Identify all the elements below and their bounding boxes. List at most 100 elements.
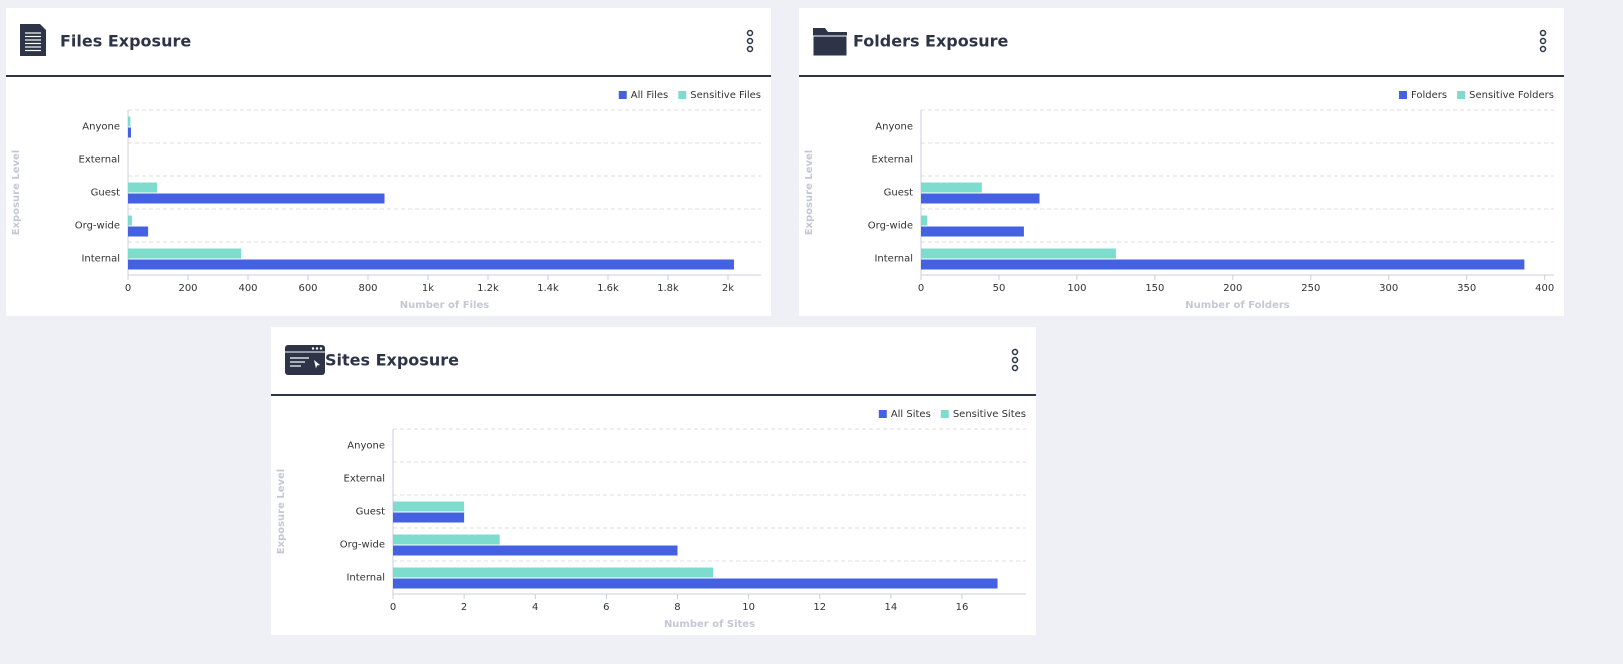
legend-swatch (1457, 91, 1466, 99)
legend-label: All Sites (891, 409, 931, 420)
card: Files Exposure 0 200 400 600 800 1k 1.2k 1.4k 1.6… (6, 8, 771, 316)
bar (128, 215, 132, 226)
x-tick-label: 200 (1223, 283, 1242, 294)
bar (128, 127, 131, 138)
x-tick-label: 250 (1301, 283, 1320, 294)
y-tick-label: Guest (91, 188, 120, 199)
x-tick-label: 0 (918, 283, 924, 294)
x-tick-label: 2k (722, 283, 734, 294)
bar (921, 259, 1525, 270)
x-tick-label: 4 (532, 602, 538, 613)
x-tick-label: 350 (1457, 283, 1476, 294)
x-tick-label: 400 (238, 283, 257, 294)
card-bg (799, 8, 1564, 316)
x-tick-label: 1.6k (597, 283, 619, 294)
y-axis-title: Exposure Level (11, 150, 22, 235)
menu-dot (1539, 37, 1547, 45)
x-tick-label: 12 (813, 602, 826, 613)
legend-label: Sensitive Folders (1469, 90, 1554, 101)
legend-swatch (878, 410, 887, 418)
x-tick-label: 1.4k (537, 283, 559, 294)
y-tick-label: Org-wide (868, 221, 913, 232)
bar (393, 578, 998, 589)
site-icon (285, 345, 325, 375)
header-rule (271, 394, 1036, 396)
legend-swatch (1398, 91, 1407, 99)
bar (921, 226, 1024, 237)
card-title: Files Exposure (60, 32, 191, 51)
menu-dot (1011, 348, 1019, 356)
x-tick-label: 10 (742, 602, 755, 613)
card-bg (271, 327, 1036, 635)
bar (393, 567, 714, 578)
x-tick-label: 16 (956, 602, 969, 613)
x-tick-label: 0 (125, 283, 131, 294)
y-tick-label: Internal (874, 254, 913, 265)
bar (128, 182, 158, 193)
x-tick-label: 150 (1145, 283, 1164, 294)
legend-swatch (940, 410, 949, 418)
bar (921, 193, 1040, 204)
card: Sites Exposure 0 2 4 6 8 10 12 14 16 Number of Sit… (271, 327, 1036, 635)
x-tick-label: 200 (178, 283, 197, 294)
x-axis-title: Number of Files (400, 300, 489, 311)
x-tick-label: 50 (993, 283, 1006, 294)
header-rule (6, 75, 771, 77)
menu-dot (746, 37, 754, 45)
y-tick-label: Internal (81, 254, 120, 265)
y-tick-label: External (344, 474, 386, 485)
icon-dot (311, 347, 315, 350)
y-axis-title: Exposure Level (804, 150, 815, 235)
card-menu[interactable] (742, 26, 758, 58)
menu-dot (1011, 364, 1019, 372)
card: Folders Exposure 0 50 100 150 200 250 300 350 400… (799, 8, 1564, 316)
x-tick-label: 100 (1067, 283, 1086, 294)
x-axis-title: Number of Sites (664, 619, 755, 630)
legend-label: Sensitive Sites (953, 409, 1026, 420)
icon-dot (319, 347, 323, 350)
card-title: Sites Exposure (325, 351, 459, 370)
card-bg (6, 8, 771, 316)
bar (128, 259, 734, 270)
header-rule (799, 75, 1564, 77)
bar (128, 116, 131, 127)
card-title: Folders Exposure (853, 32, 1009, 51)
legend-label: Folders (1411, 90, 1447, 101)
menu-dot (1539, 29, 1547, 37)
bar (393, 545, 678, 556)
bar (921, 248, 1116, 259)
x-tick-label: 400 (1535, 283, 1554, 294)
bar (393, 501, 465, 512)
y-tick-label: External (872, 155, 914, 166)
card-menu[interactable] (1007, 345, 1023, 377)
x-tick-label: 0 (390, 602, 396, 613)
y-tick-label: Anyone (347, 441, 385, 452)
legend-label: Sensitive Files (690, 90, 761, 101)
bar (128, 226, 149, 237)
bar (921, 215, 928, 226)
y-tick-label: Org-wide (75, 221, 120, 232)
icon-dot (315, 347, 319, 350)
folder-front (812, 35, 848, 57)
legend-swatch (618, 91, 627, 99)
x-tick-label: 800 (358, 283, 377, 294)
x-tick-label: 1k (422, 283, 434, 294)
legend-label: All Files (631, 90, 669, 101)
menu-dot (746, 45, 754, 53)
y-tick-label: Internal (346, 573, 385, 584)
x-tick-label: 600 (298, 283, 317, 294)
y-tick-label: Guest (356, 507, 385, 518)
x-tick-label: 2 (461, 602, 467, 613)
menu-dot (746, 29, 754, 37)
card-menu[interactable] (1535, 26, 1551, 58)
x-tick-label: 8 (674, 602, 680, 613)
menu-dot (1539, 45, 1547, 53)
menu-dot (1011, 356, 1019, 364)
x-axis-title: Number of Folders (1185, 300, 1290, 311)
bar (128, 248, 242, 259)
y-tick-label: Anyone (82, 122, 120, 133)
legend-swatch (678, 91, 687, 99)
x-tick-label: 6 (603, 602, 609, 613)
x-tick-label: 1.8k (657, 283, 679, 294)
